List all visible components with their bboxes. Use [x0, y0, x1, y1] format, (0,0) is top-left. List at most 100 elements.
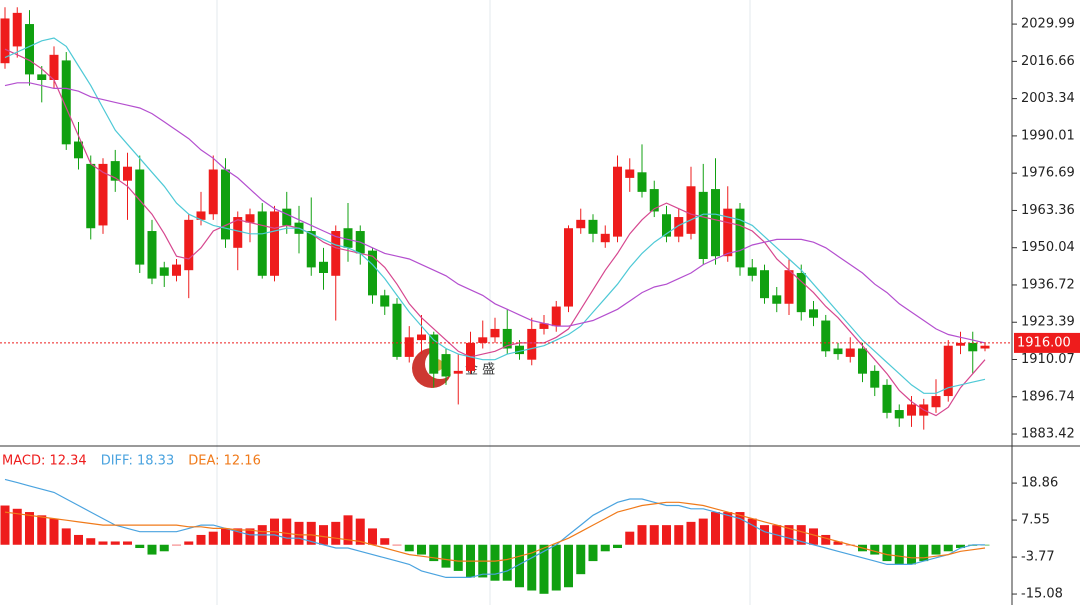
candle-body — [270, 211, 279, 276]
macd-bar — [172, 544, 181, 546]
macd-bar — [245, 528, 255, 545]
legend-entry: DIFF: 18.33 — [101, 454, 175, 469]
candle-body — [172, 264, 181, 276]
y-tick-label: 1896.74 — [1021, 389, 1075, 404]
macd-bar — [698, 518, 708, 545]
macd-bar — [956, 544, 965, 549]
macd-bar — [943, 544, 953, 552]
candle-body — [760, 270, 769, 299]
candle-body — [110, 161, 120, 181]
macd-bar — [355, 518, 365, 545]
macd-bar — [343, 515, 353, 545]
candle-body — [135, 169, 145, 265]
candle-body — [429, 334, 439, 374]
candle-body — [613, 166, 622, 237]
macd-bar — [919, 544, 929, 562]
macd-bar — [735, 512, 745, 545]
candle-body — [686, 186, 696, 234]
macd-bar — [527, 544, 537, 591]
y-tick-label: 1910.07 — [1021, 352, 1075, 367]
candle-body — [907, 404, 916, 416]
macd-line — [4, 501, 986, 562]
macd-bar — [649, 525, 659, 545]
macd-line — [4, 478, 985, 578]
candle-body — [858, 348, 867, 374]
macd-bar — [61, 528, 71, 545]
candle-body — [123, 166, 132, 181]
candle-body — [882, 384, 892, 413]
candle-body — [539, 323, 549, 329]
macd-bar — [723, 512, 733, 545]
ma-line — [4, 48, 986, 417]
candle-body — [196, 211, 206, 220]
candle-body — [968, 342, 978, 352]
y-tick-label: -3.77 — [1021, 550, 1055, 565]
candle-body — [637, 172, 647, 192]
macd-bar — [417, 544, 426, 555]
macd-bar — [319, 525, 328, 545]
candle-body — [221, 169, 230, 240]
macd-bar — [796, 525, 806, 545]
macd-bar — [159, 544, 169, 552]
macd-bar — [502, 544, 512, 581]
macd-bar — [564, 544, 573, 588]
candle-body — [894, 410, 904, 419]
macd-bar — [123, 541, 132, 545]
macd-bar — [662, 525, 671, 545]
macd-bar — [760, 525, 769, 545]
candle-body — [674, 217, 684, 237]
macd-bar — [196, 534, 206, 545]
candle-body — [61, 60, 71, 145]
candle-body — [184, 219, 194, 271]
candle-body — [527, 328, 537, 360]
candle-body — [208, 169, 218, 215]
last-price-label: 1916.00 — [1017, 335, 1071, 350]
macd-bar — [0, 505, 10, 545]
macd-bar — [49, 518, 59, 545]
candle-body — [956, 342, 965, 346]
y-tick-label: 2016.66 — [1021, 54, 1075, 69]
candle-body — [49, 54, 59, 80]
ma-line — [4, 82, 986, 344]
candle-body — [478, 337, 488, 343]
macd-bar — [368, 528, 377, 545]
macd-bar — [453, 544, 463, 571]
candle-body — [319, 261, 328, 273]
macd-bar — [576, 544, 586, 575]
ma-line — [4, 37, 986, 394]
macd-bar — [429, 544, 439, 562]
macd-bar — [282, 518, 292, 545]
candle-body — [257, 211, 267, 276]
candle-body — [74, 141, 83, 159]
y-tick-label: 18.86 — [1021, 476, 1058, 491]
candle-body — [943, 345, 953, 397]
candle-body — [809, 309, 818, 318]
candle-body — [870, 370, 880, 388]
macd-bar — [588, 544, 598, 562]
macd-bar — [674, 525, 684, 545]
candle-body — [980, 345, 990, 349]
macd-bar — [894, 544, 904, 565]
y-tick-label: 1963.36 — [1021, 203, 1075, 218]
candle-body — [368, 250, 377, 296]
macd-bar — [600, 544, 610, 552]
macd-bar — [625, 531, 635, 545]
macd-bar — [404, 544, 414, 552]
candle-body — [380, 295, 390, 307]
macd-bar — [184, 541, 194, 545]
macd-bar — [306, 521, 316, 545]
macd-bar — [12, 508, 22, 545]
candle-body — [282, 208, 292, 226]
macd-bar — [135, 544, 145, 549]
legend-entry: DEA: 12.16 — [188, 454, 261, 469]
candle-body — [306, 231, 316, 268]
macd-bar — [233, 528, 243, 545]
candle-body — [233, 217, 243, 248]
candle-body — [735, 208, 745, 268]
y-tick-label: 2003.34 — [1021, 91, 1075, 106]
candle-body — [833, 348, 843, 355]
macd-bar — [490, 544, 500, 581]
candle-body — [441, 354, 451, 377]
candle-body — [600, 233, 610, 243]
macd-bar — [821, 534, 831, 545]
